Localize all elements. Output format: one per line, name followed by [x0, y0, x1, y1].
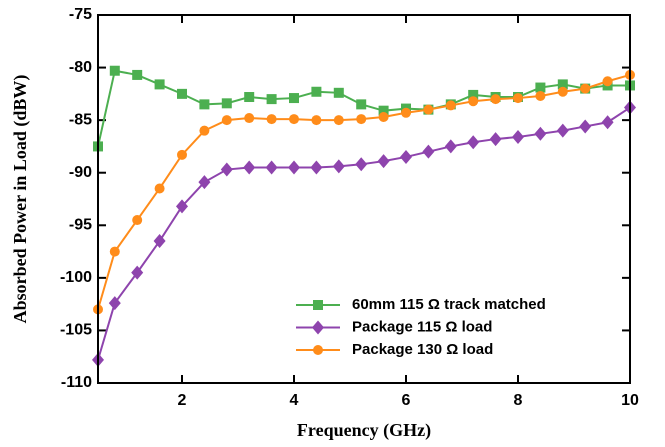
marker	[132, 215, 143, 226]
marker	[313, 300, 323, 310]
marker	[356, 114, 367, 125]
x-tick-label: 4	[290, 392, 299, 409]
x-tick-label: 8	[514, 392, 523, 409]
marker	[579, 119, 592, 134]
y-tick-label: -90	[69, 164, 92, 181]
y-tick-label: -75	[69, 6, 92, 23]
y-axis-title: Absorbed Power in Load (dBW)	[10, 75, 31, 324]
marker	[310, 160, 323, 175]
marker	[311, 115, 322, 126]
y-tick-label: -100	[60, 269, 92, 286]
marker	[199, 125, 210, 136]
marker	[244, 113, 255, 124]
marker	[401, 107, 411, 118]
marker	[556, 123, 569, 138]
marker	[132, 69, 143, 80]
legend-label: Package 130 Ω load	[352, 341, 493, 358]
marker	[220, 162, 233, 177]
y-tick-label: -95	[69, 217, 92, 234]
marker	[221, 115, 232, 126]
marker	[265, 160, 278, 175]
marker	[512, 129, 524, 144]
marker	[333, 87, 344, 98]
x-tick-label: 10	[621, 392, 639, 409]
y-tick-label: -80	[69, 59, 92, 76]
marker	[131, 265, 144, 280]
marker	[467, 135, 480, 150]
marker	[288, 160, 300, 175]
marker	[400, 149, 412, 164]
marker	[266, 94, 277, 105]
x-axis-title: Frequency (GHz)	[297, 420, 431, 441]
marker	[333, 115, 344, 126]
marker	[312, 320, 324, 335]
marker	[602, 76, 613, 87]
marker	[244, 92, 255, 103]
marker	[580, 83, 591, 94]
marker	[535, 90, 546, 101]
marker	[176, 199, 188, 214]
marker	[490, 94, 501, 105]
marker	[153, 234, 166, 249]
marker	[377, 154, 390, 169]
marker	[109, 65, 120, 76]
y-tick-label: -110	[61, 374, 92, 391]
marker	[154, 79, 165, 90]
marker	[243, 160, 256, 175]
marker	[332, 159, 345, 174]
marker	[108, 296, 121, 311]
y-tick-label: -85	[69, 111, 92, 128]
marker	[378, 111, 389, 122]
legend-label: Package 115 Ω load	[352, 318, 492, 335]
marker	[422, 144, 435, 159]
marker	[423, 104, 434, 115]
marker	[177, 149, 187, 160]
marker	[513, 93, 523, 104]
marker	[198, 175, 211, 190]
marker	[535, 82, 546, 93]
marker	[468, 89, 479, 100]
marker	[266, 114, 277, 125]
marker	[489, 132, 502, 147]
plot-frame	[97, 14, 631, 384]
legend-label: 60mm 115 Ω track matched	[352, 296, 546, 313]
marker	[378, 105, 389, 116]
series-line	[97, 73, 631, 310]
marker	[221, 98, 232, 109]
y-tick-label: -105	[60, 322, 92, 339]
marker	[109, 246, 120, 257]
marker	[534, 126, 547, 141]
marker	[289, 93, 299, 104]
marker	[601, 115, 614, 130]
marker	[355, 157, 368, 172]
marker	[356, 99, 367, 110]
x-tick-label: 2	[178, 392, 187, 409]
x-tick-label: 6	[402, 392, 411, 409]
marker	[177, 88, 187, 99]
marker	[557, 86, 568, 97]
marker	[445, 100, 456, 111]
marker	[444, 139, 457, 154]
marker	[557, 79, 568, 90]
marker	[199, 99, 210, 110]
marker	[468, 96, 479, 107]
marker	[154, 183, 165, 194]
marker	[289, 114, 299, 125]
marker	[311, 86, 322, 97]
marker	[313, 345, 323, 355]
